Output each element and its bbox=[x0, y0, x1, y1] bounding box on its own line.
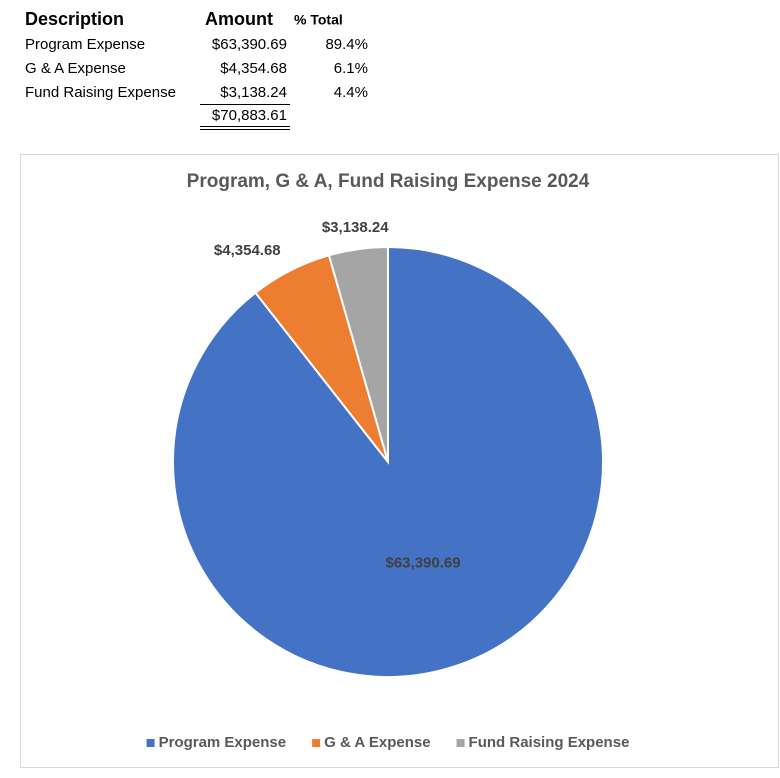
table-cell: $3,138.24 bbox=[220, 84, 287, 101]
legend-swatch bbox=[146, 739, 155, 747]
pie-chart: $63,390.69 $4,354.68 $3,138.24 Program Expe… bbox=[146, 219, 630, 751]
legend-swatch bbox=[312, 739, 321, 747]
table-header: Amount bbox=[205, 9, 273, 29]
table-cell: 4.4% bbox=[334, 84, 368, 101]
chart-title: Program, G & A, Fund Raising Expense 202… bbox=[187, 171, 590, 192]
table-cell: G & A Expense bbox=[25, 60, 126, 77]
table-cell: $63,390.69 bbox=[212, 36, 287, 53]
data-label: $63,390.69 bbox=[386, 555, 461, 572]
legend-swatch bbox=[456, 739, 465, 747]
pie-slice bbox=[327, 245, 389, 463]
table-cell: Program Expense bbox=[25, 36, 145, 53]
table-cell: $4,354.68 bbox=[220, 60, 287, 77]
data-label: $3,138.24 bbox=[322, 219, 389, 236]
legend-label: G & A Expense bbox=[324, 734, 430, 751]
table-cell: Fund Raising Expense bbox=[25, 84, 176, 101]
table-header: Description bbox=[25, 9, 124, 29]
legend-label: Program Expense bbox=[159, 734, 287, 751]
table-header: % Total bbox=[294, 12, 343, 28]
table-cell: 89.4% bbox=[325, 36, 368, 53]
legend-label: Fund Raising Expense bbox=[469, 734, 630, 751]
table-total: $70,883.61 bbox=[212, 107, 287, 124]
table-cell: 6.1% bbox=[334, 60, 368, 77]
data-label: $4,354.68 bbox=[214, 242, 281, 259]
expense-table: Description Amount % Total Program Expen… bbox=[25, 9, 368, 130]
